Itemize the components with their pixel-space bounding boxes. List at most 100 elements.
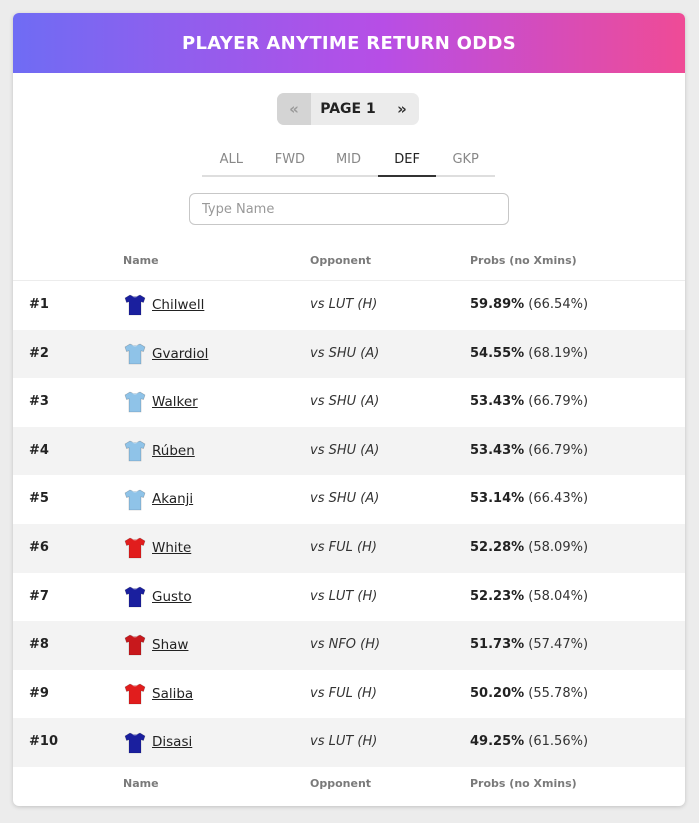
pagination: « PAGE 1 » — [277, 93, 419, 125]
player-name-link[interactable]: Saliba — [152, 685, 194, 702]
probability-cell: 54.55% (68.19%) — [470, 330, 588, 379]
table-row: #3 Walker vs SHU (A) 53.43% (66.79%) — [13, 378, 685, 427]
probability-cell: 53.43% (66.79%) — [470, 427, 588, 476]
table-row: #6 White vs FUL (H) 52.28% (58.09%) — [13, 523, 685, 573]
player-cell: Disasi — [123, 718, 192, 767]
player-name-link[interactable]: Gvardiol — [152, 345, 209, 362]
player-cell: Chilwell — [123, 281, 204, 330]
rank-cell: #3 — [29, 394, 49, 410]
probability-value: 54.55% — [470, 345, 525, 361]
tab-mid[interactable]: MID — [335, 152, 362, 167]
xmins-probability-value: (58.04%) — [528, 588, 589, 604]
xmins-probability-value: (66.54%) — [528, 297, 589, 312]
shirt-skyblue-icon — [124, 392, 146, 413]
probability-value: 59.89% — [470, 297, 525, 312]
player-name-link[interactable]: Walker — [152, 394, 198, 411]
table-footer: Name Opponent Probs (no Xmins) — [13, 766, 685, 802]
probability-value: 50.20% — [470, 685, 525, 701]
table-row: #10 Disasi vs LUT (H) 49.25% (61.56%) — [13, 718, 685, 767]
shirt-red-icon — [124, 683, 146, 705]
rank-cell: #1 — [29, 297, 49, 312]
player-cell: Saliba — [123, 670, 193, 719]
opponent-cell: vs SHU (A) — [310, 394, 380, 410]
probability-cell: 52.28% (58.09%) — [470, 524, 588, 573]
probability-value: 53.14% — [470, 491, 525, 507]
player-cell: Akanji — [123, 475, 193, 524]
column-header-name: Name — [123, 254, 159, 267]
probability-cell: 50.20% (55.78%) — [470, 670, 588, 719]
player-cell: Walker — [123, 378, 198, 427]
shirt-navy-icon — [124, 732, 146, 753]
probability-cell: 52.23% (58.04%) — [470, 573, 588, 622]
shirt-navy-icon — [124, 586, 146, 608]
shirt-skyblue-icon — [124, 489, 146, 510]
name-search-input[interactable] — [189, 193, 509, 225]
next-page-button[interactable]: » — [397, 100, 407, 118]
column-footer-probs: Probs (no Xmins) — [470, 777, 577, 790]
xmins-probability-value: (66.79%) — [528, 442, 589, 458]
table-row: #5 Akanji vs SHU (A) 53.14% (66.43%) — [13, 475, 685, 524]
player-cell: Rúben — [123, 427, 195, 476]
probability-cell: 59.89% (66.54%) — [470, 281, 588, 330]
opponent-cell: vs LUT (H) — [310, 297, 378, 312]
table-header: Name Opponent Probs (no Xmins) — [13, 241, 685, 281]
player-table-body: #1 Chilwell vs LUT (H) 59.89% (66.54%) #… — [13, 281, 685, 767]
tab-gkp[interactable]: GKP — [452, 152, 479, 167]
tab-all[interactable]: ALL — [219, 152, 243, 167]
player-cell: Shaw — [123, 621, 188, 670]
rank-cell: #10 — [29, 734, 58, 750]
shirt-red-icon — [124, 537, 146, 559]
opponent-cell: vs FUL (H) — [310, 685, 377, 701]
probability-value: 53.43% — [470, 442, 525, 458]
player-cell: Gvardiol — [123, 330, 208, 379]
probability-value: 52.28% — [470, 539, 525, 555]
table-row: #4 Rúben vs SHU (A) 53.43% (66.79%) — [13, 426, 685, 476]
shirt-skyblue-icon — [124, 440, 146, 462]
opponent-cell: vs SHU (A) — [310, 345, 380, 361]
table-row: #1 Chilwell vs LUT (H) 59.89% (66.54%) — [13, 281, 685, 330]
player-name-link[interactable]: Chilwell — [152, 297, 205, 313]
player-name-link[interactable]: White — [152, 539, 192, 556]
prev-page-button[interactable]: « — [277, 93, 311, 125]
opponent-cell: vs FUL (H) — [310, 539, 377, 555]
table-row: #7 Gusto vs LUT (H) 52.23% (58.04%) — [13, 573, 685, 622]
opponent-cell: vs SHU (A) — [310, 491, 380, 507]
player-name-link[interactable]: Akanji — [152, 491, 194, 508]
column-footer-opponent: Opponent — [310, 777, 372, 790]
player-name-link[interactable]: Disasi — [152, 734, 193, 751]
position-tabs: ALL FWD MID DEF GKP — [202, 149, 495, 177]
opponent-cell: vs LUT (H) — [310, 734, 378, 750]
rank-cell: #5 — [29, 491, 49, 507]
page-title: PLAYER ANYTIME RETURN ODDS — [182, 32, 516, 54]
player-name-link[interactable]: Gusto — [152, 588, 192, 605]
page-label: PAGE 1 — [320, 101, 376, 117]
table-row: #2 Gvardiol vs SHU (A) 54.55% (68.19%) — [13, 329, 685, 379]
opponent-cell: vs SHU (A) — [310, 442, 380, 458]
column-header-probs: Probs (no Xmins) — [470, 254, 577, 267]
shirt-navy-icon — [124, 294, 146, 316]
probability-cell: 51.73% (57.47%) — [470, 621, 588, 670]
tab-def[interactable]: DEF — [377, 149, 437, 177]
rank-cell: #9 — [29, 685, 49, 701]
xmins-probability-value: (58.09%) — [528, 539, 589, 555]
xmins-probability-value: (68.19%) — [528, 345, 589, 361]
probability-cell: 53.43% (66.79%) — [470, 378, 588, 427]
xmins-probability-value: (57.47%) — [528, 637, 589, 653]
column-header-opponent: Opponent — [310, 254, 372, 267]
xmins-probability-value: (55.78%) — [528, 685, 589, 701]
rank-cell: #8 — [29, 637, 49, 653]
xmins-probability-value: (66.79%) — [528, 394, 589, 410]
player-cell: White — [123, 524, 191, 573]
probability-value: 52.23% — [470, 588, 525, 604]
player-cell: Gusto — [123, 573, 192, 622]
probability-value: 53.43% — [470, 394, 525, 410]
rank-cell: #2 — [29, 345, 49, 361]
table-row: #9 Saliba vs FUL (H) 50.20% (55.78%) — [13, 670, 685, 719]
tab-fwd[interactable]: FWD — [274, 152, 306, 167]
xmins-probability-value: (61.56%) — [528, 734, 589, 750]
player-name-link[interactable]: Rúben — [152, 442, 195, 459]
xmins-probability-value: (66.43%) — [528, 491, 589, 507]
shirt-skyblue-icon — [124, 343, 146, 365]
player-name-link[interactable]: Shaw — [152, 637, 189, 654]
odds-card: PLAYER ANYTIME RETURN ODDS « PAGE 1 » AL… — [13, 13, 685, 806]
